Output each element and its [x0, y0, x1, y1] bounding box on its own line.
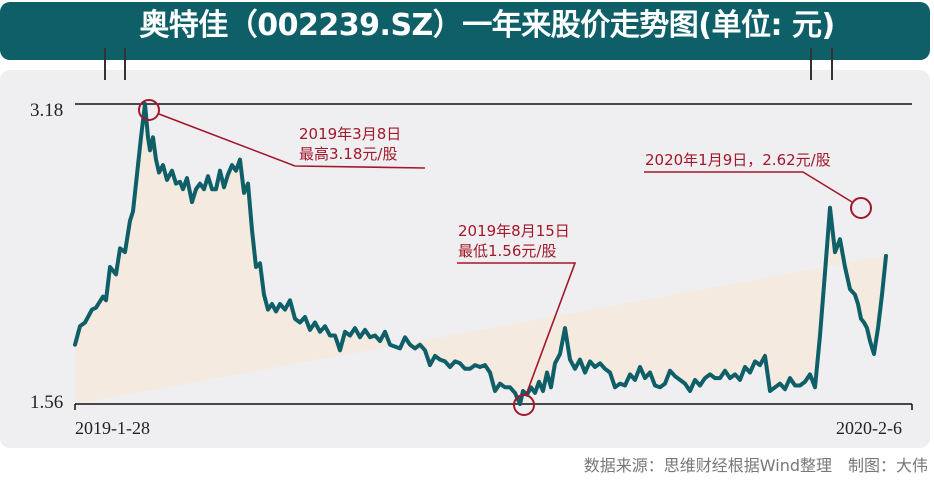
- low-annotation-date: 2019年8月15日: [458, 222, 570, 240]
- banner-hook: [831, 48, 833, 80]
- recent-marker-circle: [850, 197, 872, 219]
- banner-hook: [104, 48, 106, 80]
- low-annotation-value: 最低1.56元/股: [458, 242, 557, 260]
- price-area-fill: [75, 104, 886, 404]
- low-leader-line: [457, 262, 577, 396]
- chart-title: 奥特佳（002239.SZ）一年来股价走势图(单位: 元): [139, 8, 835, 43]
- y-max-label: 3.18: [30, 100, 64, 121]
- source-credit: 数据来源：思维财经根据Wind整理 制图：大伟: [583, 456, 928, 475]
- title-banner: [0, 2, 930, 60]
- low-marker-circle: [513, 394, 535, 416]
- high-annotation: 2019年3月8日 最高3.18元/股: [299, 124, 401, 164]
- y-min-label: 1.56: [30, 392, 64, 413]
- low-annotation: 2019年8月15日 最低1.56元/股: [458, 221, 570, 261]
- banner-hook: [124, 48, 126, 80]
- recent-annotation-text: 2020年1月9日，2.62元/股: [645, 151, 831, 169]
- high-marker-circle: [138, 99, 160, 121]
- high-annotation-value: 最高3.18元/股: [299, 145, 398, 163]
- x-end-label: 2020-2-6: [836, 418, 902, 438]
- recent-leader-line: [644, 171, 853, 203]
- recent-annotation: 2020年1月9日，2.62元/股: [645, 150, 831, 170]
- price-line: [73, 102, 888, 406]
- x-start-label: 2019-1-28: [75, 418, 150, 438]
- high-leader-line: [158, 113, 426, 169]
- high-annotation-date: 2019年3月8日: [299, 125, 402, 143]
- banner-hook: [810, 48, 812, 80]
